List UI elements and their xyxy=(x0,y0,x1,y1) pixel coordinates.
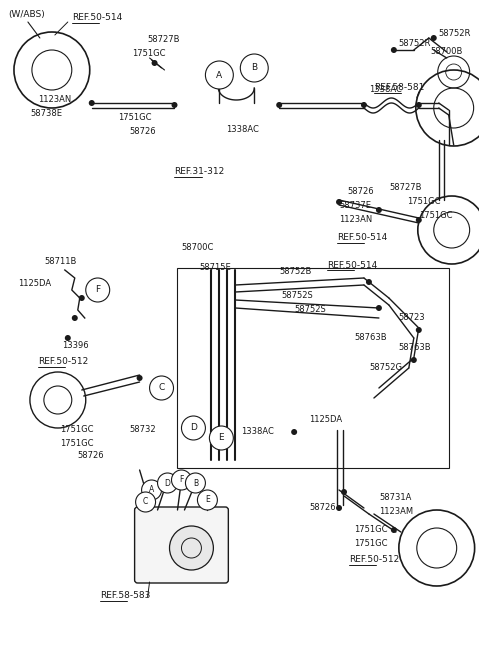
Text: 1123AN: 1123AN xyxy=(38,96,71,105)
Text: REF.50-514: REF.50-514 xyxy=(327,261,377,269)
FancyBboxPatch shape xyxy=(134,507,228,583)
Circle shape xyxy=(79,295,85,301)
Bar xyxy=(178,268,449,468)
Circle shape xyxy=(136,492,156,512)
Text: 58727B: 58727B xyxy=(389,183,421,193)
Circle shape xyxy=(169,526,214,570)
Circle shape xyxy=(137,375,143,381)
Text: REF.50-514: REF.50-514 xyxy=(72,14,122,22)
Circle shape xyxy=(336,199,342,205)
Text: E: E xyxy=(218,434,224,443)
Text: REF.31-312: REF.31-312 xyxy=(175,168,225,176)
Circle shape xyxy=(181,416,205,440)
Text: 58732: 58732 xyxy=(130,426,156,434)
Text: REF.50-514: REF.50-514 xyxy=(337,233,387,242)
Circle shape xyxy=(341,489,347,495)
Text: REF.58-581: REF.58-581 xyxy=(374,83,424,92)
Text: 58752B: 58752B xyxy=(279,267,312,276)
Text: C: C xyxy=(143,498,148,506)
Circle shape xyxy=(142,480,162,500)
Text: D: D xyxy=(190,424,197,432)
Circle shape xyxy=(416,217,422,223)
Text: E: E xyxy=(205,495,210,504)
Text: 58752R: 58752R xyxy=(399,39,431,48)
Text: 1751GC: 1751GC xyxy=(132,50,165,58)
Circle shape xyxy=(391,47,397,53)
Circle shape xyxy=(416,102,422,108)
Text: 58763B: 58763B xyxy=(354,333,386,343)
Circle shape xyxy=(150,376,173,400)
Text: 58726: 58726 xyxy=(78,451,105,460)
Circle shape xyxy=(86,278,110,302)
Text: 58763B: 58763B xyxy=(399,343,432,352)
Text: 1751GC: 1751GC xyxy=(407,198,440,206)
Text: 58700C: 58700C xyxy=(181,244,214,252)
Circle shape xyxy=(276,102,282,108)
Text: D: D xyxy=(165,479,170,487)
Text: 58723: 58723 xyxy=(399,314,425,322)
Text: 1125DA: 1125DA xyxy=(309,415,342,424)
Circle shape xyxy=(197,490,217,510)
Circle shape xyxy=(376,207,382,213)
Text: (W/ABS): (W/ABS) xyxy=(8,10,45,18)
Circle shape xyxy=(205,61,233,89)
Text: 58726: 58726 xyxy=(309,504,336,512)
Text: 58727B: 58727B xyxy=(147,35,180,45)
Text: REF.50-512: REF.50-512 xyxy=(349,555,399,565)
Text: B: B xyxy=(193,479,198,487)
Text: 1123AM: 1123AM xyxy=(379,508,413,517)
Circle shape xyxy=(336,505,342,511)
Circle shape xyxy=(171,102,178,108)
Circle shape xyxy=(411,357,417,363)
Text: 58731A: 58731A xyxy=(379,493,411,502)
Circle shape xyxy=(240,54,268,82)
Text: 58752S: 58752S xyxy=(294,305,326,314)
Circle shape xyxy=(376,305,382,311)
Circle shape xyxy=(391,527,397,533)
Text: 58715E: 58715E xyxy=(199,263,231,272)
Circle shape xyxy=(431,35,437,41)
Circle shape xyxy=(157,473,178,493)
Circle shape xyxy=(291,429,297,435)
Circle shape xyxy=(65,335,71,341)
Text: A: A xyxy=(149,485,154,495)
Text: 1751GC: 1751GC xyxy=(118,113,151,122)
Text: 1338AC: 1338AC xyxy=(241,428,274,436)
Text: 1751GC: 1751GC xyxy=(60,426,93,434)
Text: 1751GC: 1751GC xyxy=(60,438,93,447)
Text: 58752R: 58752R xyxy=(439,29,471,39)
Text: B: B xyxy=(251,64,257,73)
Text: 1123AN: 1123AN xyxy=(339,215,372,225)
Text: F: F xyxy=(180,476,184,485)
Text: REF.50-512: REF.50-512 xyxy=(38,358,88,367)
Text: A: A xyxy=(216,71,222,79)
Text: 58726: 58726 xyxy=(130,128,156,136)
Text: 58752S: 58752S xyxy=(281,291,313,299)
Text: 1338AC: 1338AC xyxy=(227,126,259,134)
Text: 58738E: 58738E xyxy=(30,109,62,119)
Text: REF.58-583: REF.58-583 xyxy=(100,591,150,601)
Text: C: C xyxy=(158,383,165,392)
Text: 1338AC: 1338AC xyxy=(369,86,402,94)
Circle shape xyxy=(72,315,78,321)
Circle shape xyxy=(171,470,192,490)
Circle shape xyxy=(89,100,95,106)
Circle shape xyxy=(361,102,367,108)
Text: 1751GC: 1751GC xyxy=(354,525,387,534)
Circle shape xyxy=(185,473,205,493)
Text: F: F xyxy=(95,286,100,295)
Text: 58752G: 58752G xyxy=(369,364,402,373)
Text: 58700B: 58700B xyxy=(431,48,463,56)
Text: 13396: 13396 xyxy=(62,341,88,350)
Text: 58737E: 58737E xyxy=(339,202,371,210)
Text: 1751GC: 1751GC xyxy=(354,538,387,548)
Circle shape xyxy=(366,279,372,285)
Circle shape xyxy=(209,426,233,450)
Text: 58726: 58726 xyxy=(347,187,373,196)
Text: 1125DA: 1125DA xyxy=(18,280,51,288)
Circle shape xyxy=(152,60,157,66)
Text: 1751GC: 1751GC xyxy=(419,212,452,221)
Text: 58711B: 58711B xyxy=(45,257,77,267)
Circle shape xyxy=(416,327,422,333)
